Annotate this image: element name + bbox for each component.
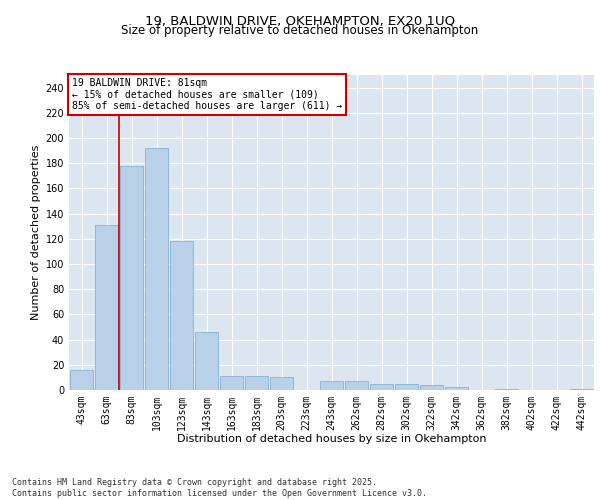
Bar <box>344 381 368 390</box>
Bar <box>269 378 293 390</box>
Bar <box>494 388 518 390</box>
Text: Size of property relative to detached houses in Okehampton: Size of property relative to detached ho… <box>121 24 479 37</box>
Bar <box>395 384 418 390</box>
Bar <box>145 148 169 390</box>
Bar <box>95 225 118 390</box>
Bar <box>569 388 593 390</box>
Bar <box>119 166 143 390</box>
Bar <box>245 376 268 390</box>
Bar <box>320 381 343 390</box>
Bar <box>419 385 443 390</box>
Bar <box>220 376 244 390</box>
Bar <box>70 370 94 390</box>
Text: Contains HM Land Registry data © Crown copyright and database right 2025.
Contai: Contains HM Land Registry data © Crown c… <box>12 478 427 498</box>
Bar <box>445 388 469 390</box>
Bar <box>194 332 218 390</box>
Text: 19 BALDWIN DRIVE: 81sqm
← 15% of detached houses are smaller (109)
85% of semi-d: 19 BALDWIN DRIVE: 81sqm ← 15% of detache… <box>71 78 342 112</box>
Bar <box>370 384 394 390</box>
Bar <box>170 242 193 390</box>
Y-axis label: Number of detached properties: Number of detached properties <box>31 145 41 320</box>
X-axis label: Distribution of detached houses by size in Okehampton: Distribution of detached houses by size … <box>177 434 486 444</box>
Text: 19, BALDWIN DRIVE, OKEHAMPTON, EX20 1UQ: 19, BALDWIN DRIVE, OKEHAMPTON, EX20 1UQ <box>145 14 455 27</box>
